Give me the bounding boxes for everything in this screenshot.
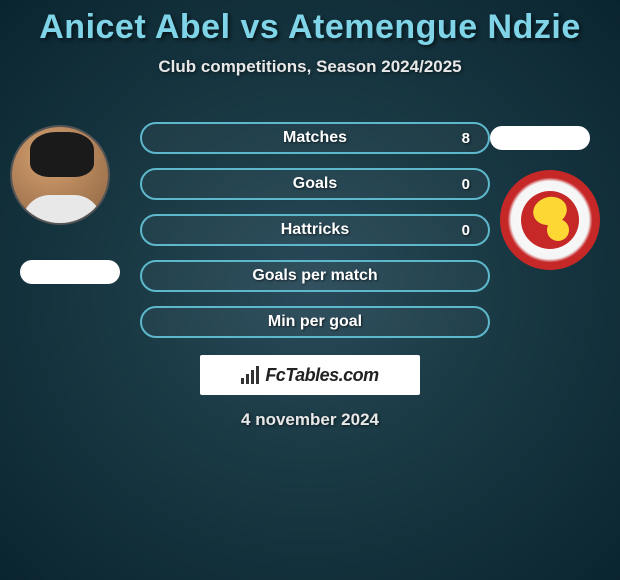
stat-row-matches: Matches 8 — [140, 122, 490, 154]
stat-label: Goals — [293, 175, 337, 193]
snapshot-date: 4 november 2024 — [0, 410, 620, 430]
badge-inner-icon — [521, 191, 579, 249]
stat-row-hattricks: Hattricks 0 — [140, 214, 490, 246]
logo-text: FcTables.com — [265, 365, 378, 386]
stat-value: 0 — [462, 222, 470, 239]
stat-label: Min per goal — [268, 313, 362, 331]
stat-row-goals-per-match: Goals per match — [140, 260, 490, 292]
stat-label: Matches — [283, 129, 347, 147]
season-subtitle: Club competitions, Season 2024/2025 — [0, 57, 620, 77]
comparison-title: Anicet Abel vs Atemengue Ndzie — [0, 0, 620, 47]
stats-panel: Matches 8 Goals 0 Hattricks 0 Goals per … — [140, 122, 490, 352]
stat-label: Hattricks — [281, 221, 349, 239]
source-logo: FcTables.com — [200, 355, 420, 395]
bars-icon — [241, 366, 259, 384]
stat-value: 0 — [462, 176, 470, 193]
team-right-oval — [490, 126, 590, 150]
team-left-oval — [20, 260, 120, 284]
player-left-avatar — [10, 125, 110, 225]
stat-row-goals: Goals 0 — [140, 168, 490, 200]
stat-value: 8 — [462, 130, 470, 147]
stat-label: Goals per match — [252, 267, 377, 285]
team-right-badge — [500, 170, 600, 270]
infographic-container: Anicet Abel vs Atemengue Ndzie Club comp… — [0, 0, 620, 580]
stat-row-min-per-goal: Min per goal — [140, 306, 490, 338]
